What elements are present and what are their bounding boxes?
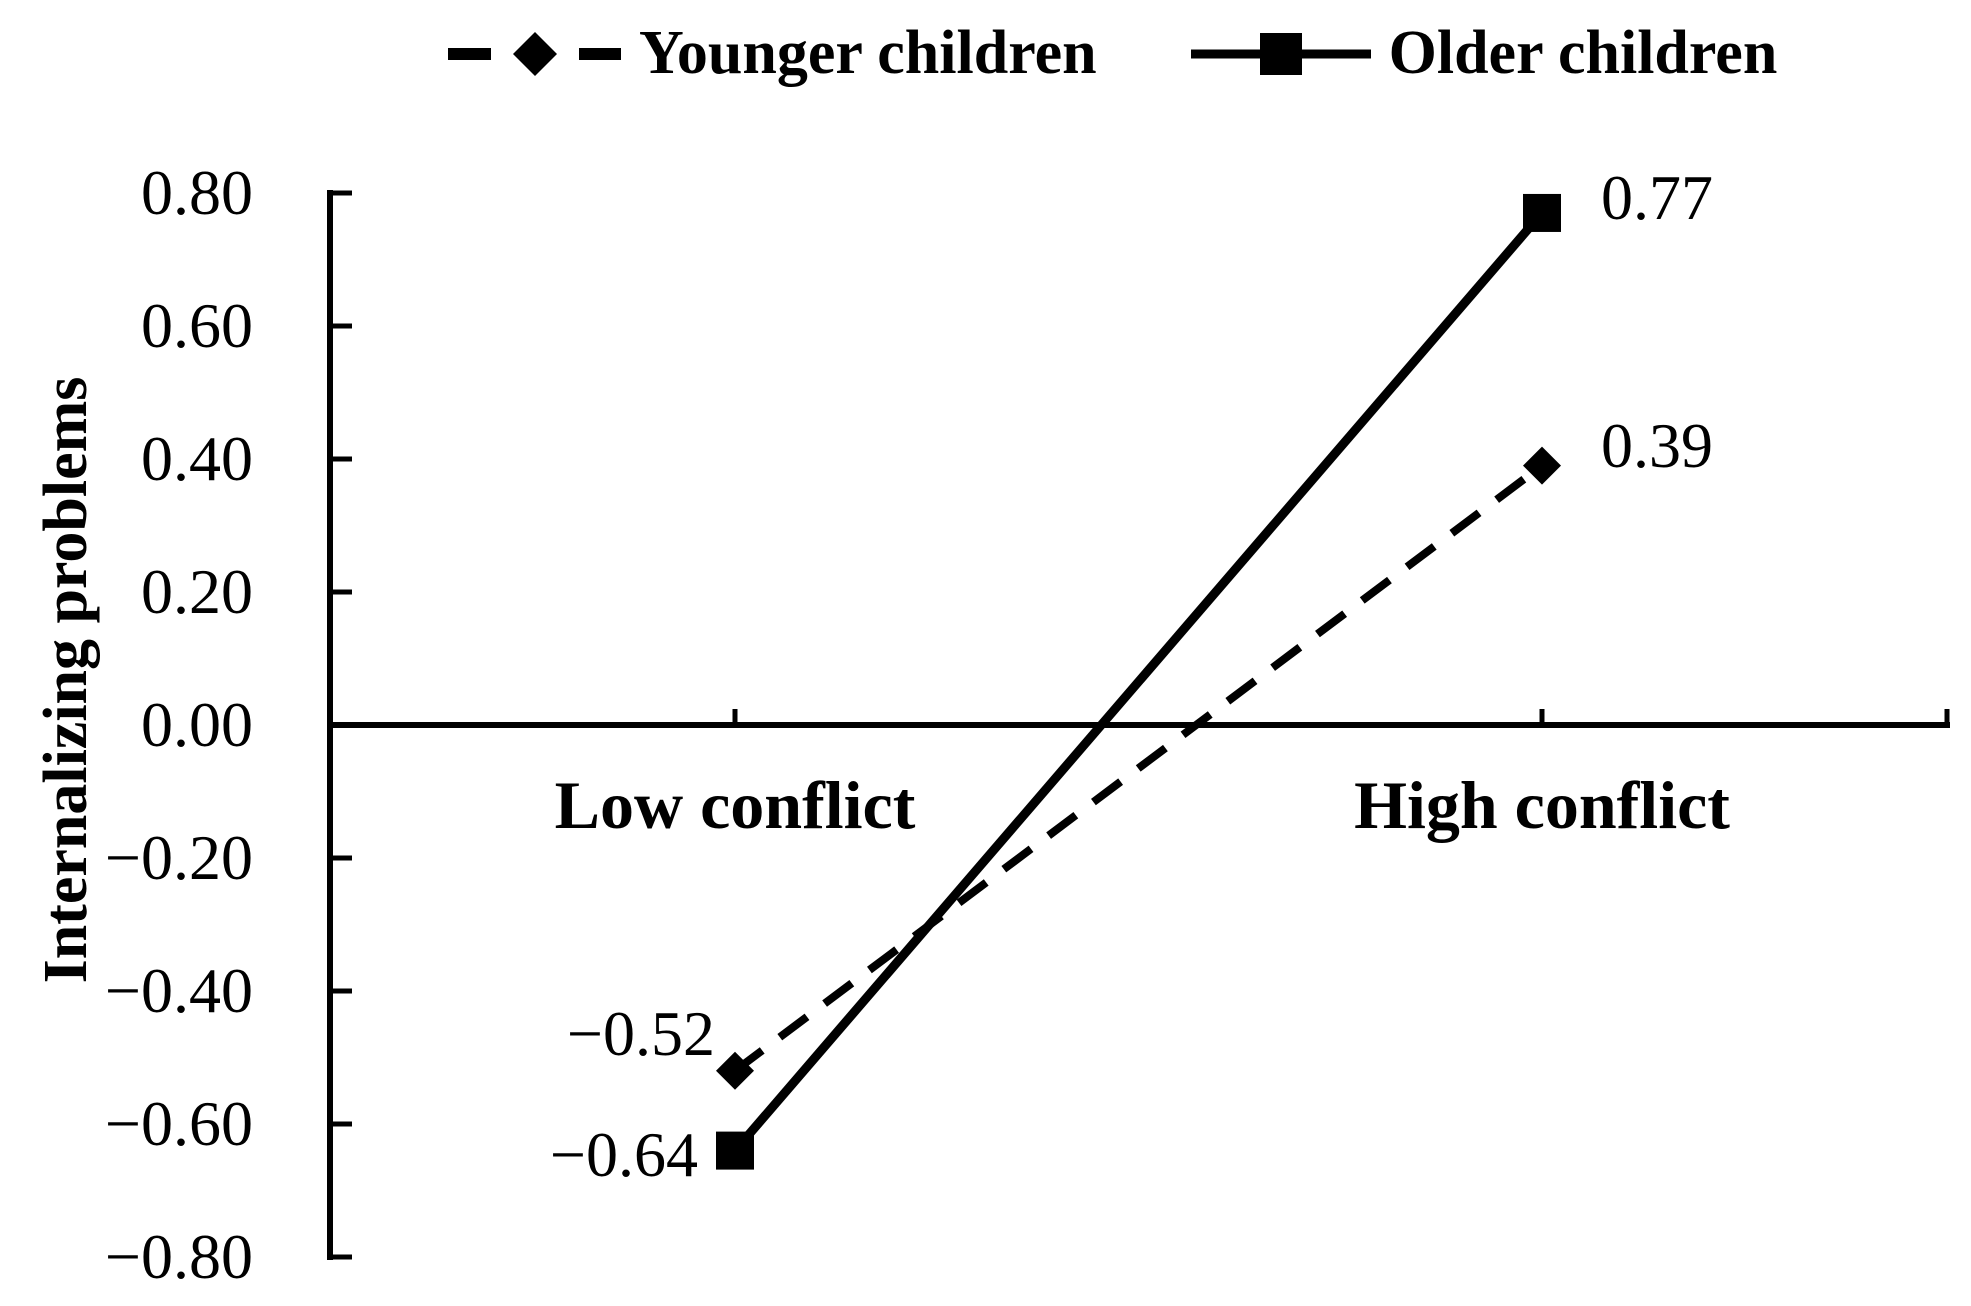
legend-item-label: Younger children bbox=[639, 19, 1097, 87]
y-tick-label: −0.60 bbox=[104, 1088, 253, 1159]
y-tick-label: 0.80 bbox=[141, 157, 253, 228]
series-line-older-children bbox=[731, 210, 1546, 1154]
x-category-label: High conflict bbox=[1354, 767, 1730, 843]
legend-item-older-children: Older children bbox=[1189, 19, 1778, 87]
y-tick-label: −0.80 bbox=[104, 1221, 253, 1292]
x-category-label: Low conflict bbox=[554, 767, 916, 843]
data-label: 0.77 bbox=[1601, 161, 1713, 233]
data-label: 0.39 bbox=[1601, 409, 1713, 481]
data-label: −0.64 bbox=[549, 1118, 698, 1190]
y-tick-label: 0.20 bbox=[141, 556, 253, 627]
legend-item-younger-children: Younger children bbox=[445, 22, 1097, 84]
y-tick-label: 0.40 bbox=[141, 423, 253, 494]
y-tick-label: −0.20 bbox=[104, 822, 253, 893]
solid-line-square-icon bbox=[1190, 33, 1371, 75]
data-label: −0.52 bbox=[566, 997, 715, 1069]
series-line-younger-children bbox=[732, 462, 1545, 1075]
marker-square bbox=[716, 1131, 754, 1170]
y-tick-label: −0.40 bbox=[104, 955, 253, 1026]
marker-square bbox=[1523, 193, 1561, 232]
marker-diamond bbox=[716, 1051, 754, 1090]
legend-item-label: Older children bbox=[1388, 19, 1778, 87]
y-tick-label: 0.00 bbox=[141, 689, 253, 760]
dashed-line-diamond-icon bbox=[448, 32, 621, 76]
y-tick-label: 0.60 bbox=[141, 290, 253, 361]
legend: Younger children Older children bbox=[445, 16, 1777, 90]
marker-diamond bbox=[1523, 446, 1561, 485]
